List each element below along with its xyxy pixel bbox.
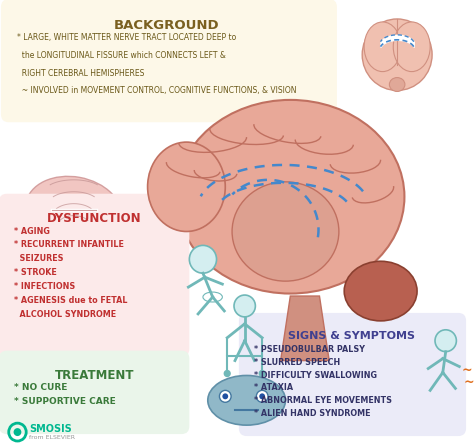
Text: * SUPPORTIVE CARE: * SUPPORTIVE CARE (14, 397, 115, 406)
Text: * SLURRED SPEECH: * SLURRED SPEECH (255, 357, 341, 367)
Ellipse shape (364, 22, 401, 71)
Ellipse shape (393, 22, 430, 71)
Ellipse shape (344, 261, 417, 321)
Text: SMOSIS: SMOSIS (29, 424, 72, 434)
Text: * AGENESIS due to FETAL: * AGENESIS due to FETAL (14, 296, 127, 305)
Circle shape (435, 330, 456, 352)
Ellipse shape (147, 142, 225, 231)
Text: * RECURRENT INFANTILE: * RECURRENT INFANTILE (14, 240, 123, 250)
Ellipse shape (232, 182, 339, 281)
Text: BACKGROUND: BACKGROUND (114, 19, 220, 32)
Text: ALCOHOL SYNDROME: ALCOHOL SYNDROME (14, 310, 116, 319)
Text: SIGNS & SYMPTOMS: SIGNS & SYMPTOMS (288, 331, 415, 341)
Circle shape (222, 393, 228, 399)
Text: * INFECTIONS: * INFECTIONS (14, 282, 75, 291)
Circle shape (219, 390, 231, 402)
Text: * ALIEN HAND SYNDROME: * ALIEN HAND SYNDROME (255, 409, 371, 418)
Text: the LONGITUDINAL FISSURE which CONNECTS LEFT &: the LONGITUDINAL FISSURE which CONNECTS … (18, 51, 227, 60)
Text: * STROKE: * STROKE (14, 268, 56, 277)
Circle shape (259, 393, 265, 399)
Text: * AGING: * AGING (14, 226, 49, 235)
Circle shape (224, 370, 230, 377)
FancyBboxPatch shape (1, 0, 337, 122)
Text: SEIZURES: SEIZURES (14, 254, 63, 263)
FancyBboxPatch shape (0, 194, 189, 357)
Text: * ATAXIA: * ATAXIA (255, 384, 293, 392)
Text: ~: ~ (461, 364, 472, 377)
Text: * LARGE, WHITE MATTER NERVE TRACT LOCATED DEEP to: * LARGE, WHITE MATTER NERVE TRACT LOCATE… (18, 33, 237, 42)
Polygon shape (281, 296, 329, 361)
Circle shape (14, 428, 21, 436)
FancyBboxPatch shape (0, 351, 189, 434)
Ellipse shape (208, 376, 285, 425)
Text: from ELSEVIER: from ELSEVIER (29, 435, 75, 440)
Text: * NO CURE: * NO CURE (14, 384, 67, 392)
Text: TREATMENT: TREATMENT (55, 369, 134, 381)
Ellipse shape (362, 19, 432, 91)
Text: * DIFFICULTY SWALLOWING: * DIFFICULTY SWALLOWING (255, 370, 377, 380)
Circle shape (256, 390, 268, 402)
Circle shape (259, 370, 265, 377)
Circle shape (189, 246, 217, 273)
Circle shape (234, 295, 255, 317)
Text: * ABNORMAL EYE MOVEMENTS: * ABNORMAL EYE MOVEMENTS (255, 396, 392, 405)
Ellipse shape (203, 292, 222, 302)
Text: RIGHT CEREBRAL HEMISPHERES: RIGHT CEREBRAL HEMISPHERES (18, 69, 145, 78)
Text: ~: ~ (463, 376, 474, 389)
Text: DYSFUNCTION: DYSFUNCTION (47, 212, 142, 225)
Ellipse shape (26, 176, 122, 247)
Ellipse shape (176, 100, 404, 293)
Text: * PSEUDOBULBAR PALSY: * PSEUDOBULBAR PALSY (255, 345, 365, 354)
FancyBboxPatch shape (239, 313, 466, 436)
Ellipse shape (389, 78, 405, 91)
Text: ~ INVOLVED in MOVEMENT CONTROL, COGNITIVE FUNCTIONS, & VISION: ~ INVOLVED in MOVEMENT CONTROL, COGNITIV… (18, 87, 297, 95)
